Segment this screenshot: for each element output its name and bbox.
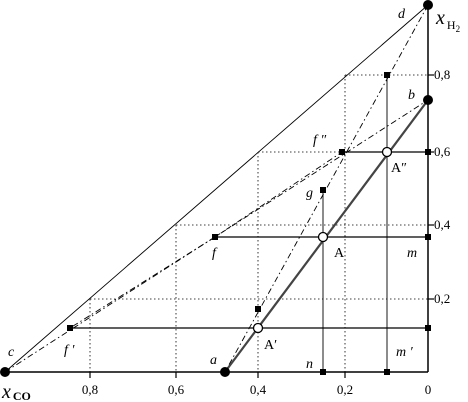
marker-m (425, 234, 431, 240)
x-axis-var: x (1, 381, 11, 402)
x-tick-label-02: 0,2 (337, 382, 353, 397)
tie-lines (70, 151, 428, 329)
label-n: n (306, 357, 313, 372)
label-c: c (8, 345, 15, 360)
y-tick-label-08: 0,8 (434, 67, 450, 82)
label-Aprime: A′ (264, 338, 277, 353)
marker-y-06 (425, 149, 431, 155)
line-f-fdprime (214, 151, 343, 238)
label-a: a (210, 353, 217, 368)
line-d-a (224, 4, 429, 373)
x-tick-label-04: 0,4 (250, 382, 267, 397)
x-tick-label-0: 0 (425, 382, 432, 397)
point-Aprime-circle (252, 322, 264, 334)
x-axis-title: x CO (1, 381, 31, 402)
x-tick-labels: 0,8 0,6 0,4 0,2 0 (82, 382, 431, 397)
point-c-dot (0, 367, 10, 377)
marker-lower-construction (255, 306, 261, 312)
label-d: d (398, 7, 406, 22)
open-circles (252, 146, 393, 334)
marker-g (320, 187, 326, 193)
x-tick-label-08: 0,8 (82, 382, 98, 397)
point-labels-upright: A A′ A″ (264, 161, 407, 353)
marker-f (212, 234, 218, 240)
point-a-dot (220, 367, 230, 377)
square-markers (67, 72, 431, 375)
thin-lines (4, 4, 429, 373)
point-b-dot (423, 95, 433, 105)
label-f: f (212, 246, 218, 261)
line-c-b (4, 99, 429, 373)
line-f-fprime (69, 236, 216, 329)
axes (5, 5, 429, 373)
label-Adprime: A″ (391, 161, 407, 176)
marker-lower-vertical (384, 369, 390, 375)
y-tick-label-04: 0,4 (434, 217, 451, 232)
y-axis-var: x (435, 7, 445, 29)
marker-fprime (67, 325, 73, 331)
label-A: A (334, 246, 345, 261)
axis-ticks (89, 74, 434, 378)
marker-mprime (425, 325, 431, 331)
y-tick-label-02: 0,2 (434, 291, 450, 306)
label-b: b (408, 88, 415, 103)
label-m: m (407, 246, 417, 261)
label-mprime: m ′ (396, 345, 414, 360)
y-tick-labels: 0,2 0,4 0,6 0,8 (434, 67, 451, 306)
label-g: g (306, 186, 313, 201)
y-axis-sub: H (447, 18, 456, 32)
x-tick-label-06: 0,6 (168, 382, 185, 397)
point-Adprime-circle (381, 146, 393, 158)
triangle-hypotenuse (4, 4, 429, 373)
label-fprime: f ′ (64, 343, 75, 358)
point-A-circle (317, 231, 329, 243)
y-tick-label-06: 0,6 (434, 144, 451, 159)
marker-n (320, 369, 326, 375)
marker-upper-vertical (384, 72, 390, 78)
label-fdprime: f ″ (313, 133, 326, 148)
x-axis-sub: CO (13, 389, 31, 402)
point-labels-italic: d b c a f f ′ f ″ g n m m ′ (8, 7, 417, 372)
endpoint-dots (0, 0, 433, 377)
point-d-dot (423, 0, 433, 10)
construction-lines (4, 4, 429, 373)
y-axis-sub2: 2 (456, 24, 461, 34)
marker-fdprime (339, 149, 345, 155)
y-axis-title: x H2 (435, 7, 460, 34)
